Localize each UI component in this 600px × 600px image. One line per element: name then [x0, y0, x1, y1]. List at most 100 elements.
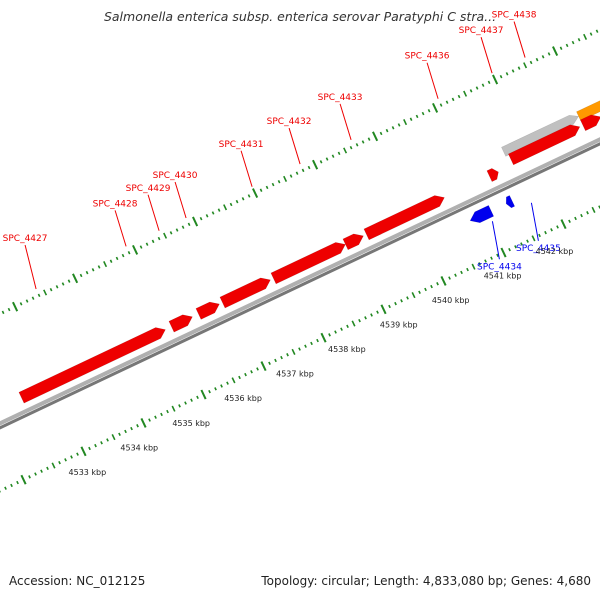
outer-tick: [432, 102, 439, 113]
outer-tick: [12, 301, 19, 312]
gene-spc-4433[interactable]: [363, 192, 447, 241]
context-feature-orange-shape[interactable]: [576, 92, 600, 122]
inner-tick: [291, 348, 296, 355]
inner-tick: [591, 206, 596, 213]
outer-tick: [361, 140, 365, 144]
leader-line: [147, 194, 160, 231]
inner-tick: [520, 242, 523, 246]
outer-tick: [421, 111, 425, 116]
outer-tick: [571, 40, 575, 45]
inner-tick: [214, 387, 217, 391]
map-title: Salmonella enterica subsp. enterica sero…: [103, 9, 497, 24]
outer-tick: [529, 60, 533, 65]
outer-tick: [127, 251, 131, 255]
inner-tick: [154, 415, 157, 419]
gene-spc-4436-shape[interactable]: [486, 167, 501, 182]
inner-tick: [400, 299, 403, 303]
outer-tick: [397, 123, 401, 127]
gene-label[interactable]: SPC_4427: [3, 234, 48, 244]
outer-tick: [235, 199, 239, 204]
inner-tick: [560, 219, 567, 230]
leader-line: [513, 21, 526, 58]
gene-spc-4427[interactable]: [18, 324, 168, 404]
inner-tick: [220, 384, 223, 388]
scale-label: 4539 kbp: [380, 321, 418, 330]
gene-spc-4428-shape[interactable]: [168, 311, 195, 333]
context-feature-grey[interactable]: [501, 112, 580, 157]
outer-tick: [192, 216, 199, 227]
gene-spc-4433-shape[interactable]: [363, 192, 447, 241]
gene-spc-4432[interactable]: [342, 230, 366, 251]
gene-label[interactable]: SPC_4434: [477, 262, 522, 272]
inner-tick: [454, 273, 457, 277]
inner-tick: [190, 398, 193, 402]
context-feature-grey-shape[interactable]: [501, 112, 580, 157]
gene-spc-4428[interactable]: [168, 311, 195, 333]
gene-spc-4429-shape[interactable]: [195, 299, 222, 320]
gene-spc-4432-shape[interactable]: [342, 230, 366, 251]
leader-line: [339, 103, 352, 141]
outer-tick: [223, 204, 228, 211]
genome-summary: Topology: circular; Length: 4,833,080 bp…: [261, 574, 591, 588]
inner-tick: [351, 320, 356, 327]
gene-label[interactable]: SPC_4438: [492, 11, 537, 21]
gene-spc-4437[interactable]: [507, 121, 582, 166]
outer-tick: [367, 137, 371, 141]
context-feature-orange[interactable]: [576, 92, 600, 122]
scale-label: 4537 kbp: [276, 370, 314, 379]
leader-line: [114, 210, 127, 247]
gene-label[interactable]: SPC_4436: [405, 52, 450, 62]
inner-tick: [280, 355, 283, 360]
gene-spc-4436[interactable]: [486, 167, 501, 182]
gene-label[interactable]: SPC_4432: [267, 117, 312, 127]
inner-tick: [250, 370, 253, 374]
outer-tick: [91, 268, 95, 272]
inner-tick: [286, 353, 289, 357]
inner-tick: [184, 401, 187, 405]
inner-tick: [58, 460, 61, 465]
inner-tick: [430, 284, 433, 289]
outer-tick: [31, 296, 35, 300]
gene-spc-4430[interactable]: [219, 274, 273, 309]
gene-label[interactable]: SPC_4433: [318, 93, 363, 103]
inner-tick: [130, 426, 133, 431]
outer-tick: [439, 103, 443, 107]
gene-label[interactable]: SPC_4428: [93, 199, 138, 209]
inner-tick: [178, 404, 181, 408]
inner-tick: [88, 446, 91, 451]
gene-label[interactable]: SPC_4429: [126, 184, 171, 194]
gene-spc-4429[interactable]: [195, 299, 222, 320]
gene-spc-4438[interactable]: [579, 111, 600, 132]
gene-spc-4431-shape[interactable]: [270, 239, 348, 285]
gene-spc-4435-shape[interactable]: [504, 195, 516, 209]
gene-spc-4427-shape[interactable]: [18, 324, 168, 404]
gene-spc-4435[interactable]: [504, 195, 516, 209]
outer-tick: [535, 57, 539, 62]
gene-spc-4434[interactable]: [468, 205, 495, 226]
inner-tick: [208, 389, 211, 394]
inner-tick: [226, 381, 229, 385]
outer-tick: [151, 239, 155, 244]
outer-tick: [505, 72, 509, 76]
outer-tick: [295, 171, 299, 175]
outer-tick: [325, 157, 329, 161]
gene-label[interactable]: SPC_4430: [153, 171, 198, 181]
gene-label[interactable]: SPC_4431: [219, 140, 264, 150]
gene-spc-4430-shape[interactable]: [219, 274, 273, 309]
outer-tick: [307, 165, 311, 170]
inner-tick: [51, 462, 56, 469]
gene-spc-4437-shape[interactable]: [507, 121, 582, 166]
inner-tick: [496, 253, 499, 258]
inner-tick: [244, 372, 247, 377]
inner-tick: [118, 432, 121, 436]
gene-label[interactable]: SPC_4437: [459, 26, 504, 36]
gene-label[interactable]: SPC_4435: [516, 244, 561, 254]
inner-tick: [268, 361, 271, 365]
inner-tick: [200, 389, 207, 400]
gene-spc-4431[interactable]: [270, 239, 348, 285]
gene-spc-4438-shape[interactable]: [579, 111, 600, 132]
inner-tick: [124, 429, 127, 434]
gene-spc-4434-shape[interactable]: [468, 205, 495, 226]
inner-tick: [490, 256, 493, 260]
